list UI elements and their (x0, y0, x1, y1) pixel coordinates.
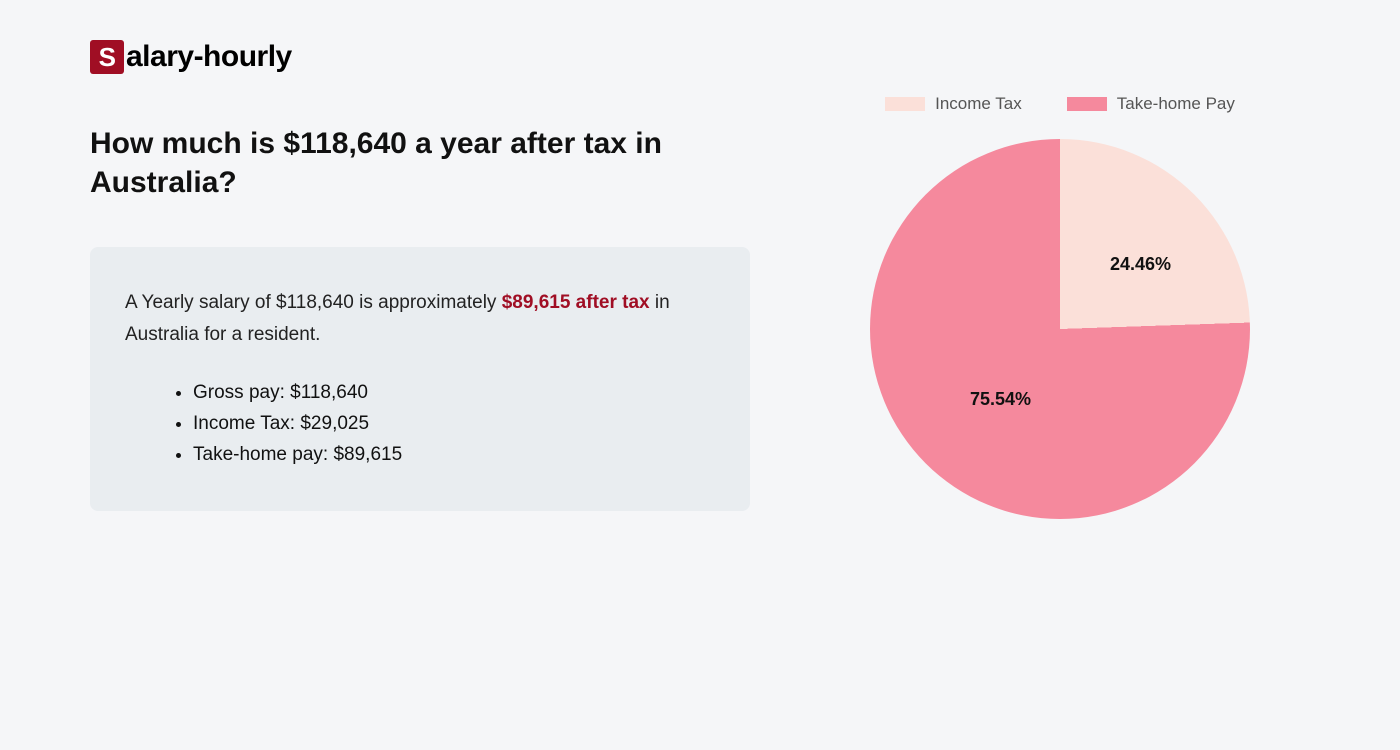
list-item: Take-home pay: $89,615 (193, 439, 715, 470)
left-column: How much is $118,640 a year after tax in… (90, 124, 750, 511)
logo-text: alary-hourly (126, 40, 292, 74)
legend-swatch (1067, 97, 1107, 111)
logo-s-mark: S (90, 40, 124, 74)
pie-disc (870, 139, 1250, 519)
list-item: Gross pay: $118,640 (193, 377, 715, 408)
summary-list: Gross pay: $118,640 Income Tax: $29,025 … (125, 377, 715, 471)
list-item: Income Tax: $29,025 (193, 408, 715, 439)
legend-item-income-tax: Income Tax (885, 94, 1022, 114)
legend-label: Income Tax (935, 94, 1022, 114)
pie-label-take-home: 75.54% (970, 389, 1031, 410)
pie-label-income-tax: 24.46% (1110, 254, 1171, 275)
summary-text: A Yearly salary of $118,640 is approxima… (125, 287, 715, 352)
summary-box: A Yearly salary of $118,640 is approxima… (90, 247, 750, 511)
legend-item-take-home: Take-home Pay (1067, 94, 1235, 114)
pie-chart: 24.46% 75.54% (870, 139, 1250, 519)
page-title: How much is $118,640 a year after tax in… (90, 124, 750, 202)
legend-swatch (885, 97, 925, 111)
main-content: How much is $118,640 a year after tax in… (90, 124, 1310, 519)
site-logo: Salary-hourly (90, 40, 1310, 74)
chart-legend: Income Tax Take-home Pay (885, 94, 1235, 114)
chart-column: Income Tax Take-home Pay 24.46% 75.54% (840, 94, 1280, 519)
summary-highlight: $89,615 after tax (502, 292, 650, 313)
summary-prefix: A Yearly salary of $118,640 is approxima… (125, 292, 502, 313)
legend-label: Take-home Pay (1117, 94, 1235, 114)
